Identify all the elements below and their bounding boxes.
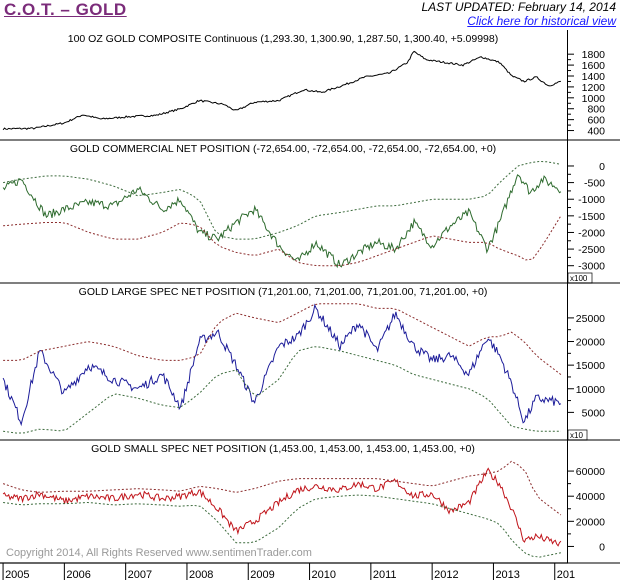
x-tick-label: 2013 [495, 569, 519, 581]
last-updated-text: LAST UPDATED: February 14, 2014 [421, 0, 616, 14]
y-tick-label: 600 [587, 115, 605, 127]
lower-band-line [3, 494, 562, 558]
multiplier-label: x10 [570, 431, 583, 440]
y-tick-label: -1000 [578, 194, 605, 206]
x-axis: 2005 2006 2007 2008 2009 2010 2011 2012 2013 201 [0, 562, 575, 581]
y-tick-label: 40000 [576, 491, 605, 503]
y-tick-label: 1400 [582, 71, 606, 83]
y-tick-label: 0 [599, 541, 605, 553]
x-tick-label: 2010 [312, 569, 336, 581]
y-tick-label: -1500 [578, 211, 605, 223]
series-line-gold [2, 50, 561, 131]
panel-title: GOLD SMALL SPEC NET POSITION (1,453.00, … [91, 443, 475, 455]
x-tick-label: 2009 [250, 569, 274, 581]
y-tick-label: 60000 [576, 466, 605, 478]
y-tick-label: 20000 [576, 337, 605, 349]
y-tick-label: 1000 [582, 93, 606, 105]
upper-band-line [2, 460, 562, 516]
series-line-commercial [2, 174, 562, 269]
large-spec-panel: GOLD LARGE SPEC NET POSITION (71,201.00,… [0, 283, 620, 441]
multiplier-box [567, 272, 593, 284]
historical-view-link[interactable]: Click here for historical view [467, 14, 616, 28]
page-title: C.O.T. – GOLD [4, 0, 127, 19]
upper-band-line [3, 160, 561, 240]
x-tick-label: 2011 [373, 569, 397, 581]
x-tick-label: 201 [557, 569, 575, 581]
lower-band-line [3, 215, 562, 267]
y-tick-label: 20000 [576, 516, 605, 528]
y-tick-label: -3000 [578, 261, 605, 273]
panel-title: 100 OZ GOLD COMPOSITE Continuous (1,293.… [68, 33, 498, 45]
multiplier-box [567, 429, 588, 441]
small-spec-panel: GOLD SMALL SPEC NET POSITION (1,453.00, … [0, 440, 620, 564]
multiplier-label: x100 [570, 274, 588, 283]
upper-band-line [3, 303, 562, 375]
series-line-large-spec [2, 303, 562, 427]
x-tick-label: 2006 [66, 569, 90, 581]
commercial-panel: GOLD COMMERCIAL NET POSITION (-72,654.00… [0, 140, 620, 284]
y-tick-label: 400 [587, 126, 605, 138]
y-tick-label: 5000 [582, 407, 606, 419]
y-tick-label: -500 [584, 178, 605, 190]
y-tick-label: -2500 [578, 244, 605, 256]
y-tick-label: 0 [599, 161, 605, 173]
y-tick-label: 15000 [576, 360, 605, 372]
panel-title: GOLD LARGE SPEC NET POSITION (71,201.00,… [79, 286, 488, 298]
x-tick-label: 2005 [5, 569, 29, 581]
x-tick-label: 2008 [189, 569, 213, 581]
y-tick-label: -2000 [578, 227, 605, 239]
copyright-text: Copyright 2014, All Rights Reserved www.… [6, 547, 312, 559]
y-tick-label: 1200 [582, 82, 606, 94]
y-tick-label: 1600 [582, 60, 606, 72]
x-tick-label: 2012 [434, 569, 458, 581]
y-tick-label: 800 [587, 104, 605, 116]
price-panel: 100 OZ GOLD COMPOSITE Continuous (1,293.… [0, 30, 620, 141]
y-tick-label: 25000 [576, 313, 605, 325]
x-tick-label: 2007 [128, 569, 152, 581]
panel-title: GOLD COMMERCIAL NET POSITION (-72,654.00… [70, 143, 496, 155]
y-tick-label: 1800 [582, 49, 606, 61]
lower-band-line [3, 346, 561, 434]
series-line-small-spec [2, 467, 562, 547]
y-tick-label: 10000 [576, 384, 605, 396]
